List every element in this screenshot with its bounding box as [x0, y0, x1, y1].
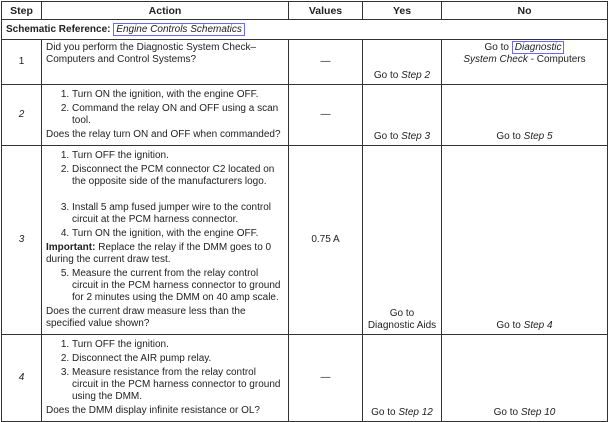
no-cell: Go to Step 5: [441, 84, 608, 146]
schematic-row: Schematic Reference: Engine Controls Sch…: [1, 19, 608, 40]
yes-link[interactable]: Step 12: [398, 407, 433, 418]
no-cell: Go to Step 10: [441, 334, 608, 422]
action-cell: Turn OFF the ignition. Disconnect the AIR…: [41, 334, 289, 422]
yes-cell: Go to Step 3: [362, 84, 442, 146]
table-row: 2 Turn ON the ignition, with the engine …: [1, 84, 608, 146]
no-link[interactable]: Step 10: [520, 407, 556, 418]
no-prefix: Go to: [484, 42, 509, 53]
yes-link[interactable]: Step 2: [401, 70, 431, 81]
header-yes: Yes: [362, 1, 442, 20]
action-question: Does the current draw measure less than …: [46, 306, 246, 329]
action-item: Disconnect the PCM connector C2 located …: [72, 164, 284, 188]
no-link[interactable]: Diagnostic: [511, 41, 565, 54]
action-item: Measure the current from the relay contr…: [72, 268, 284, 304]
no-link[interactable]: Step 4: [523, 320, 553, 331]
important-label: Important:: [46, 242, 96, 253]
action-item: Turn ON the ignition, with the engine OF…: [72, 89, 284, 101]
value: 0.75 A: [288, 145, 363, 335]
yes-link[interactable]: Step 3: [401, 131, 431, 142]
no-prefix: Go to: [496, 131, 521, 142]
yes-cell: Go to Step 12: [362, 334, 442, 422]
step-number: 4: [1, 334, 42, 422]
action-item: Turn OFF the ignition.: [72, 339, 284, 351]
important-text: Replace the relay if the DMM goes to 0 d…: [46, 242, 272, 265]
action-cell: Turn OFF the ignition. Disconnect the PCM…: [41, 145, 289, 335]
header-row: Step Action Values Yes No: [1, 1, 608, 20]
yes-cell: Go to Step 2: [362, 39, 442, 85]
step-number: 3: [1, 145, 42, 335]
no-cell: Go to Diagnostic System Check - Computers: [441, 39, 608, 85]
action-question: Does the DMM display infinite resistance…: [46, 405, 260, 416]
no-suffix: - Computers: [530, 54, 586, 65]
no-prefix: Go to: [496, 320, 521, 331]
yes-prefix: Go to: [373, 70, 399, 81]
action-item: Turn OFF the ignition.: [72, 150, 284, 162]
step-number: 2: [1, 84, 42, 146]
action-question: Does the relay turn ON and OFF when comm…: [46, 129, 281, 140]
action-item: Install 5 amp fused jumper wire to the c…: [72, 202, 284, 226]
step-number: 1: [1, 39, 42, 85]
header-no: No: [441, 1, 608, 20]
value: —: [288, 39, 363, 85]
header-action: Action: [41, 1, 289, 20]
action-item: Disconnect the AIR pump relay.: [72, 353, 284, 365]
value: —: [288, 84, 363, 146]
schematic-link[interactable]: Engine Controls Schematics: [113, 22, 245, 36]
yes-prefix: Go to: [373, 131, 399, 142]
yes-cell: Go to Diagnostic Aids: [362, 145, 442, 335]
value: —: [288, 334, 363, 422]
header-step: Step: [1, 1, 42, 20]
action-cell: Turn ON the ignition, with the engine OF…: [41, 84, 289, 146]
no-prefix: Go to: [493, 407, 519, 418]
action-item: Turn ON the ignition, with the engine OF…: [72, 228, 284, 240]
schematic-label: Schematic Reference:: [6, 23, 111, 35]
table-row: 1 Did you perform the Diagnostic System …: [1, 39, 608, 85]
action-item: Command the relay ON and OFF using a sca…: [72, 103, 284, 127]
action-item: Measure resistance from the relay contro…: [72, 367, 284, 403]
table-row: 3 Turn OFF the ignition. Disconnect the P…: [1, 145, 608, 335]
no-cell: Go to Step 4: [441, 145, 608, 335]
yes-prefix: Go to: [371, 407, 396, 418]
no-link-2[interactable]: System Check: [463, 54, 528, 65]
header-values: Values: [288, 1, 363, 20]
table-row: 4 Turn OFF the ignition. Disconnect the A…: [1, 334, 608, 422]
yes-prefix: Go to: [389, 308, 415, 319]
action-text: Did you perform the Diagnostic System Ch…: [41, 39, 289, 85]
yes-link[interactable]: Diagnostic Aids: [367, 320, 437, 331]
no-link[interactable]: Step 5: [523, 131, 553, 142]
